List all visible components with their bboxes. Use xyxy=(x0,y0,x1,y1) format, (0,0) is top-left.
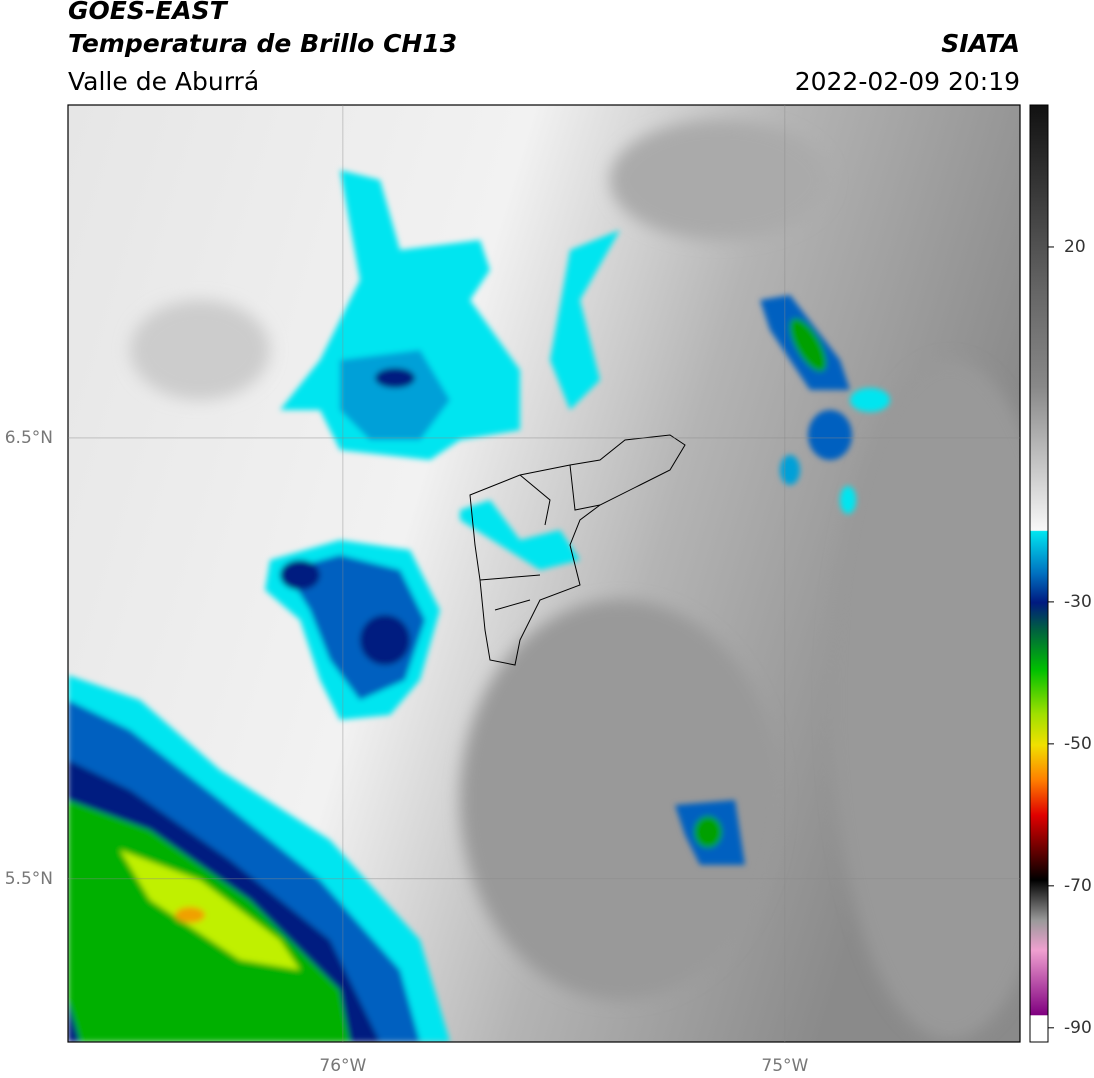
product: Temperatura de Brillo CH13 xyxy=(68,29,457,58)
y-tick-label: 5.5°N xyxy=(5,869,53,889)
colorbar-tick-label: 20 xyxy=(1064,237,1086,257)
colorbar-tick-label: -50 xyxy=(1064,734,1092,754)
y-tick-label: 6.5°N xyxy=(5,428,53,448)
region: Valle de Aburrá xyxy=(68,67,259,96)
datetime: 2022-02-09 20:19 xyxy=(795,67,1020,96)
colorbar-tick-label: -90 xyxy=(1064,1018,1092,1038)
x-tick-label: 75°W xyxy=(761,1056,808,1076)
x-tick-label: 76°W xyxy=(319,1056,366,1076)
map-frame xyxy=(67,104,1021,1043)
source: SIATA xyxy=(941,29,1020,58)
colorbar-tick-label: -70 xyxy=(1064,876,1092,896)
colorbar-tick-label: -30 xyxy=(1064,592,1092,612)
map-image xyxy=(68,105,1020,1042)
colorbar xyxy=(1029,104,1049,1043)
satellite: GOES-EAST xyxy=(68,0,229,25)
